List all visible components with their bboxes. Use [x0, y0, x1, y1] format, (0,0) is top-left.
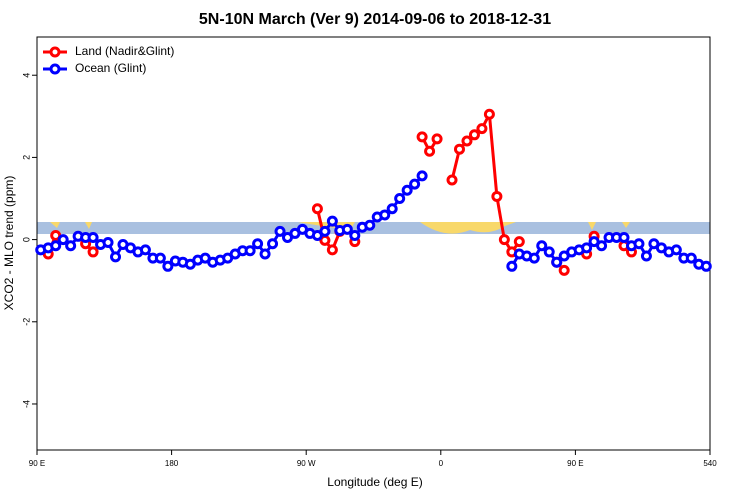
data-point	[618, 232, 630, 244]
data-point	[326, 244, 338, 256]
data-point	[633, 238, 645, 250]
y-axis-label: XCO2 - MLO trend (ppm)	[2, 176, 16, 311]
data-point	[341, 223, 353, 235]
y-tick-label: -4	[21, 400, 31, 408]
data-point	[491, 190, 503, 202]
data-point	[543, 246, 555, 258]
data-point	[364, 219, 376, 231]
data-point	[87, 232, 99, 244]
data-point	[528, 252, 540, 264]
x-axis-label: Longitude (deg E)	[327, 475, 422, 489]
x-tick-label: 90 E	[29, 459, 45, 468]
data-point	[596, 240, 608, 252]
data-point	[87, 246, 99, 258]
data-point	[416, 170, 428, 182]
data-point	[394, 193, 406, 205]
data-point	[416, 131, 428, 143]
x-tick-label: 0	[439, 459, 444, 468]
data-point	[506, 260, 518, 272]
x-tick-label: 540	[703, 459, 717, 468]
legend-label: Ocean (Glint)	[75, 61, 146, 75]
legend-marker	[49, 46, 61, 58]
legend-marker	[49, 63, 61, 75]
x-tick-label: 90 E	[567, 459, 583, 468]
data-point	[259, 248, 271, 260]
data-point	[401, 184, 413, 196]
data-point	[431, 133, 443, 145]
x-tick-label: 180	[165, 459, 179, 468]
data-point	[139, 244, 151, 256]
y-tick-label: -2	[21, 318, 31, 326]
data-point	[319, 225, 331, 237]
data-point	[274, 225, 286, 237]
series-line	[315, 208, 342, 253]
y-tick-label: 0	[21, 237, 31, 242]
data-point	[110, 251, 122, 263]
data-point	[581, 242, 593, 254]
data-point	[446, 174, 458, 186]
data-point	[386, 203, 398, 215]
data-point	[349, 229, 361, 241]
data-point	[551, 256, 563, 268]
series-line	[450, 109, 521, 255]
data-point	[102, 236, 114, 248]
data-point	[476, 123, 488, 135]
data-point	[424, 145, 436, 157]
legend-label: Land (Nadir&Glint)	[75, 44, 174, 58]
data-point	[379, 209, 391, 221]
data-point	[685, 252, 697, 264]
chart-title: 5N-10N March (Ver 9) 2014-09-06 to 2018-…	[199, 11, 551, 28]
data-point	[311, 203, 323, 215]
data-point	[453, 143, 465, 155]
data-point	[244, 245, 256, 257]
data-point	[513, 236, 525, 248]
data-point	[162, 260, 174, 272]
data-point	[154, 252, 166, 264]
data-point	[461, 135, 473, 147]
data-point	[700, 260, 712, 272]
data-point	[50, 240, 62, 252]
data-point	[670, 244, 682, 256]
data-point	[252, 238, 264, 250]
data-point	[483, 108, 495, 120]
data-point	[65, 240, 77, 252]
data-point	[468, 129, 480, 141]
y-tick-label: 2	[21, 155, 31, 160]
y-tick-label: 4	[21, 73, 31, 78]
x-tick-label: 90 W	[297, 459, 316, 468]
data-point	[498, 234, 510, 246]
plot-frame	[36, 36, 711, 451]
data-point	[536, 240, 548, 252]
data-point	[558, 264, 570, 276]
data-point	[640, 250, 652, 262]
data-point	[326, 215, 338, 227]
data-point	[267, 238, 279, 250]
data-point	[409, 178, 421, 190]
data-point	[57, 234, 69, 246]
